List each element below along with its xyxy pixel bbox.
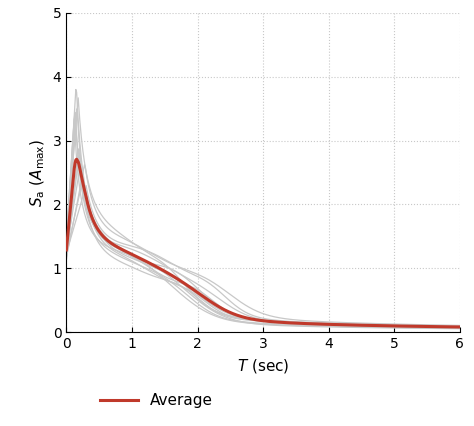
Average <box>251 317 257 322</box>
Average <box>448 324 454 329</box>
Average <box>299 321 304 326</box>
Average <box>457 325 463 330</box>
Average <box>64 248 69 253</box>
Y-axis label: $S_\mathregular{a}\ (A_\mathregular{max})$: $S_\mathregular{a}\ (A_\mathregular{max}… <box>28 138 47 207</box>
X-axis label: $T$ (sec): $T$ (sec) <box>237 357 289 375</box>
Line: Average: Average <box>66 159 460 327</box>
Average <box>254 317 259 322</box>
Average <box>387 323 392 328</box>
Average <box>74 157 80 162</box>
Legend: Average: Average <box>94 387 219 414</box>
Average <box>277 320 283 325</box>
